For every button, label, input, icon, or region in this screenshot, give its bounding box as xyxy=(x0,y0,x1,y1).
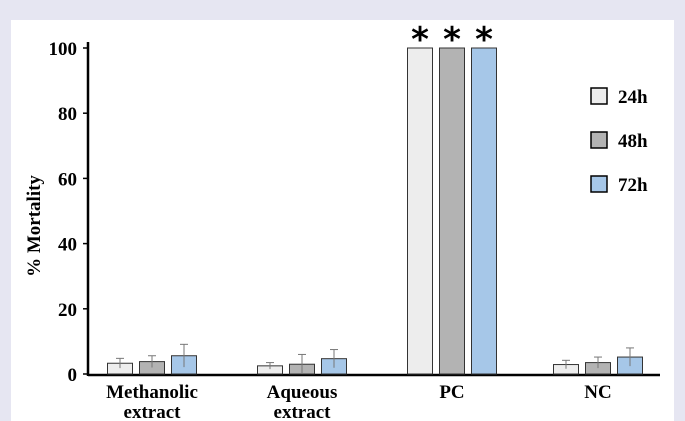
legend-swatch-72h xyxy=(590,175,608,193)
x-category-label-3-line0: NC xyxy=(584,382,611,403)
y-tick-label-0: 0 xyxy=(68,365,78,386)
legend-swatch-48h xyxy=(590,131,608,149)
y-axis-title: % Mortality xyxy=(24,175,45,277)
x-category-label-0-line0: Methanolic xyxy=(106,382,198,403)
x-category-label-1-line0: Aqueous xyxy=(267,382,338,403)
bar-48h-cat2 xyxy=(439,47,465,375)
bar-24h-cat2 xyxy=(407,47,433,375)
legend-label-24h: 24h xyxy=(618,87,648,108)
legend-label-72h: 72h xyxy=(618,175,648,196)
chart-frame xyxy=(11,20,674,421)
y-tick-label-20: 20 xyxy=(58,300,77,321)
bar-72h-cat2 xyxy=(471,47,497,375)
y-tick-label-40: 40 xyxy=(58,235,77,256)
y-tick-label-60: 60 xyxy=(58,169,77,190)
significance-star-0: * xyxy=(411,20,429,60)
x-category-label-0-line1: extract xyxy=(124,402,182,421)
significance-star-1: * xyxy=(443,20,461,60)
x-category-label-1-line1: extract xyxy=(274,402,332,421)
significance-star-2: * xyxy=(475,20,493,60)
y-tick-label-100: 100 xyxy=(49,39,78,60)
y-tick-label-80: 80 xyxy=(58,104,77,125)
x-category-label-2-line0: PC xyxy=(439,382,464,403)
legend-swatch-24h xyxy=(590,87,608,105)
legend-label-48h: 48h xyxy=(618,131,648,152)
